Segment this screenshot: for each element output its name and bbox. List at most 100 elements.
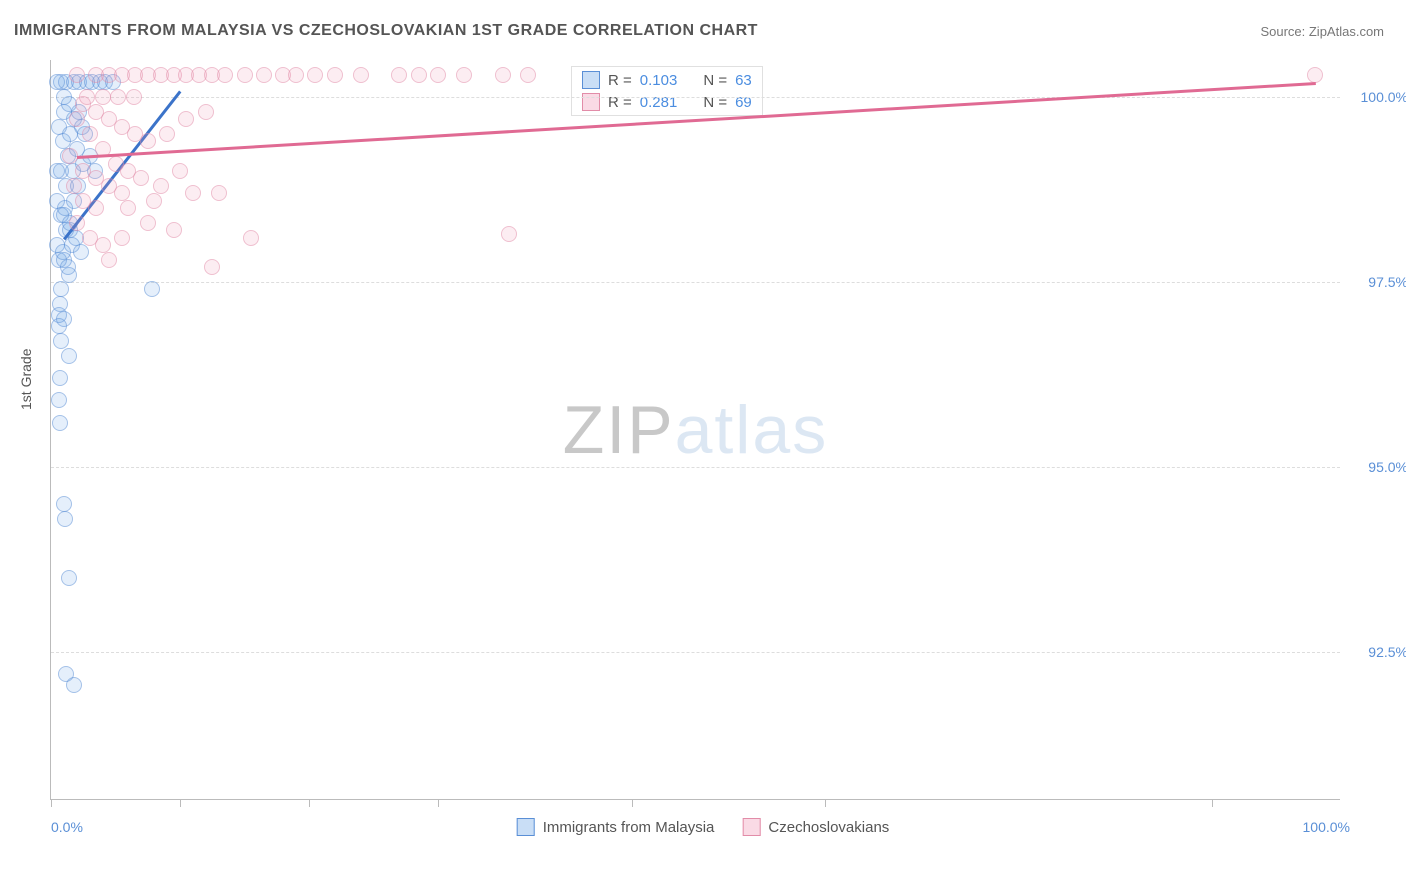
x-tick xyxy=(438,799,439,807)
correlation-legend: R = 0.103 N = 63 R = 0.281 N = 69 xyxy=(571,66,763,116)
x-tick xyxy=(632,799,633,807)
data-point xyxy=(55,244,71,260)
data-point xyxy=(52,370,68,386)
legend-swatch-a xyxy=(582,71,600,89)
x-tick-label-right: 100.0% xyxy=(1303,819,1350,835)
data-point xyxy=(178,111,194,127)
data-point xyxy=(101,252,117,268)
data-point xyxy=(120,200,136,216)
data-point xyxy=(243,230,259,246)
scatter-chart: ZIPatlas R = 0.103 N = 63 R = 0.281 N = … xyxy=(50,60,1340,800)
data-point xyxy=(126,89,142,105)
legend-n-value-a: 63 xyxy=(735,72,752,89)
data-point xyxy=(185,185,201,201)
legend-item-b: Czechoslovakians xyxy=(742,818,889,836)
data-point xyxy=(456,67,472,83)
data-point xyxy=(110,89,126,105)
data-point xyxy=(60,259,76,275)
watermark-part2: atlas xyxy=(675,392,829,468)
gridline xyxy=(51,97,1340,98)
data-point xyxy=(237,67,253,83)
data-point xyxy=(66,677,82,693)
legend-row-series-a: R = 0.103 N = 63 xyxy=(582,71,752,89)
series-legend: Immigrants from Malaysia Czechoslovakian… xyxy=(517,818,890,836)
data-point xyxy=(51,392,67,408)
source-attribution: Source: ZipAtlas.com xyxy=(1260,24,1384,39)
data-point xyxy=(88,200,104,216)
legend-row-series-b: R = 0.281 N = 69 xyxy=(582,93,752,111)
data-point xyxy=(501,226,517,242)
x-tick xyxy=(309,799,310,807)
gridline xyxy=(51,282,1340,283)
data-point xyxy=(288,67,304,83)
x-tick xyxy=(825,799,826,807)
data-point xyxy=(51,318,67,334)
y-tick-label: 100.0% xyxy=(1361,89,1406,105)
data-point xyxy=(53,281,69,297)
data-point xyxy=(256,67,272,83)
legend-r-value-a: 0.103 xyxy=(640,72,678,89)
data-point xyxy=(57,511,73,527)
data-point xyxy=(1307,67,1323,83)
data-point xyxy=(217,67,233,83)
data-point xyxy=(66,178,82,194)
legend-swatch-b xyxy=(582,93,600,111)
data-point xyxy=(56,496,72,512)
data-point xyxy=(391,67,407,83)
legend-r-label-a: R = xyxy=(608,72,632,89)
data-point xyxy=(95,89,111,105)
data-point xyxy=(95,237,111,253)
watermark-part1: ZIP xyxy=(563,392,675,468)
data-point xyxy=(159,126,175,142)
chart-title: IMMIGRANTS FROM MALAYSIA VS CZECHOSLOVAK… xyxy=(14,22,758,40)
data-point xyxy=(114,230,130,246)
data-point xyxy=(52,296,68,312)
data-point xyxy=(307,67,323,83)
y-tick-label: 92.5% xyxy=(1368,644,1406,660)
data-point xyxy=(114,185,130,201)
data-point xyxy=(140,215,156,231)
data-point xyxy=(57,200,73,216)
data-point xyxy=(166,222,182,238)
data-point xyxy=(172,163,188,179)
x-tick-label-left: 0.0% xyxy=(51,819,83,835)
x-tick xyxy=(51,799,52,807)
x-tick xyxy=(180,799,181,807)
data-point xyxy=(53,333,69,349)
legend-swatch-b-bottom xyxy=(742,818,760,836)
data-point xyxy=(495,67,511,83)
legend-item-a: Immigrants from Malaysia xyxy=(517,818,715,836)
data-point xyxy=(49,74,65,90)
gridline xyxy=(51,652,1340,653)
data-point xyxy=(146,193,162,209)
data-point xyxy=(61,570,77,586)
data-point xyxy=(140,133,156,149)
data-point xyxy=(327,67,343,83)
y-tick-label: 97.5% xyxy=(1368,274,1406,290)
data-point xyxy=(51,119,67,135)
data-point xyxy=(153,178,169,194)
data-point xyxy=(520,67,536,83)
data-point xyxy=(69,67,85,83)
data-point xyxy=(61,348,77,364)
data-point xyxy=(144,281,160,297)
data-point xyxy=(49,163,65,179)
data-point xyxy=(133,170,149,186)
gridline xyxy=(51,467,1340,468)
legend-n-label-a: N = xyxy=(703,72,727,89)
x-tick xyxy=(1212,799,1213,807)
data-point xyxy=(82,126,98,142)
y-axis-label: 1st Grade xyxy=(18,349,34,410)
data-point xyxy=(52,415,68,431)
y-tick-label: 95.0% xyxy=(1368,459,1406,475)
data-point xyxy=(211,185,227,201)
data-point xyxy=(69,215,85,231)
data-point xyxy=(79,89,95,105)
data-point xyxy=(73,244,89,260)
data-point xyxy=(411,67,427,83)
legend-label-a: Immigrants from Malaysia xyxy=(543,819,715,836)
legend-swatch-a-bottom xyxy=(517,818,535,836)
legend-label-b: Czechoslovakians xyxy=(768,819,889,836)
data-point xyxy=(430,67,446,83)
data-point xyxy=(55,133,71,149)
